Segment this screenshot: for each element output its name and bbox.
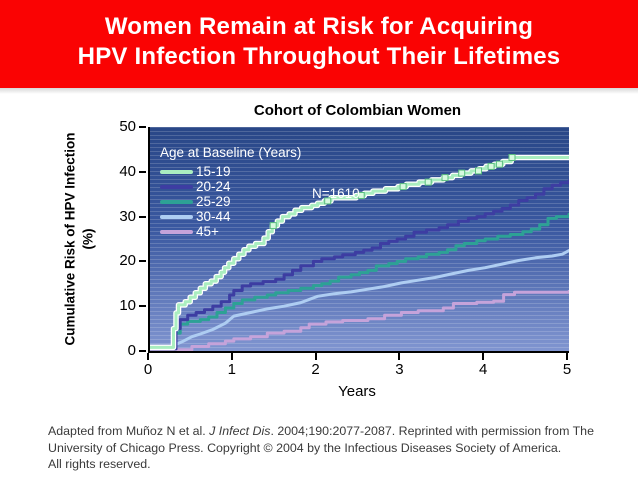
x-tick-mark — [482, 353, 485, 360]
legend-swatch-20-24 — [160, 185, 193, 190]
censor-marker — [475, 167, 482, 175]
citation-line1-post: . 2004;190:2077-2087. Reprinted with per… — [270, 424, 594, 438]
header-shadow-divider — [0, 88, 638, 94]
y-tick-mark — [139, 260, 146, 263]
censor-marker — [441, 174, 449, 182]
citation-line2: University of Chicago Press. Copyright ©… — [48, 440, 562, 455]
censor-marker — [508, 154, 516, 161]
citation-line1: Adapted from Muñoz N et al. J Infect Dis… — [48, 423, 623, 440]
footer-citation: Adapted from Muñoz N et al. J Infect Dis… — [48, 423, 623, 473]
x-tick-mark — [566, 353, 568, 360]
x-tick-mark — [398, 353, 401, 360]
citation-line1-pre: Adapted from Muñoz N et al. — [48, 424, 210, 438]
slide-title-line2: HPV Infection Throughout Their Lifetimes — [77, 43, 561, 70]
legend-label-45plus: 45+ — [196, 224, 219, 239]
series-line-15-19 — [150, 156, 569, 349]
y-tick-label: 30 — [119, 207, 136, 225]
series-line-45plus — [150, 289, 569, 351]
x-tick-label: 5 — [562, 361, 572, 378]
y-axis-label-line2: (%) — [80, 228, 95, 250]
legend: Age at Baseline (Years) 15-19 20-24 25-2… — [160, 145, 360, 239]
censor-marker — [324, 197, 332, 205]
legend-label-30-44: 30-44 — [196, 209, 231, 224]
y-tick-mark — [139, 215, 146, 218]
legend-item-45plus: 45+ — [160, 224, 301, 239]
y-tick-label: 20 — [119, 252, 136, 270]
x-tick-label: 3 — [395, 361, 404, 378]
legend-item-20-24: 20-24 — [160, 179, 301, 194]
censor-marker — [399, 183, 407, 191]
citation-line3: All rights reserved. — [48, 457, 151, 471]
legend-swatch-15-19 — [160, 170, 193, 175]
legend-swatch-45plus — [160, 230, 193, 235]
y-tick-mark — [139, 170, 146, 173]
x-tick-label: 1 — [227, 361, 236, 378]
legend-item-15-19: 15-19 — [160, 164, 301, 179]
x-tick-label: 4 — [479, 361, 488, 378]
legend-swatch-30-44 — [160, 215, 193, 220]
y-tick-label: 50 — [119, 118, 136, 135]
legend-item-30-44: 30-44 — [160, 209, 301, 224]
y-tick-label: 0 — [127, 342, 136, 359]
y-tick-mark — [139, 305, 146, 308]
censor-marker — [357, 192, 365, 199]
censor-marker — [269, 222, 277, 230]
y-tick-label: 10 — [119, 297, 136, 315]
x-tick-mark — [230, 353, 233, 360]
series-line-30-44 — [150, 249, 569, 351]
chart-title: Cohort of Colombian Women — [253, 102, 462, 119]
plot-area: Age at Baseline (Years) 15-19 20-24 25-2… — [148, 127, 569, 353]
y-axis-label-line1: Cumulative Risk of HPV Infection — [62, 132, 78, 346]
series-line-25-29 — [150, 212, 569, 351]
censor-marker — [424, 178, 432, 186]
censor-marker — [487, 162, 495, 170]
x-tick-mark — [147, 353, 149, 360]
series-line-20-24 — [150, 179, 569, 351]
x-axis-label: Years — [338, 383, 376, 400]
legend-swatch-25-29 — [160, 200, 193, 205]
y-tick-label: 40 — [119, 162, 136, 180]
slide-title-line1: Women Remain at Risk for Acquiring — [104, 13, 534, 40]
legend-label-20-24: 20-24 — [196, 179, 231, 194]
y-axis-label: Cumulative Risk of HPV Infection (%) — [61, 132, 96, 345]
legend-label-15-19: 15-19 — [196, 164, 231, 179]
survival-curves-svg — [150, 154, 569, 351]
cohort-size-annotation: N=1610 — [312, 186, 360, 201]
y-tick-mark — [139, 350, 146, 352]
legend-label-25-29: 25-29 — [196, 194, 231, 209]
x-tick-mark — [314, 353, 317, 360]
y-tick-mark — [139, 126, 146, 128]
censor-marker — [458, 169, 466, 177]
legend-title: Age at Baseline (Years) — [160, 145, 302, 160]
legend-item-25-29: 25-29 — [160, 194, 301, 209]
censor-marker — [495, 160, 503, 168]
x-tick-label: 2 — [311, 361, 320, 378]
x-tick-label: 0 — [143, 361, 153, 378]
slide-header: Women Remain at Risk for Acquiring HPV I… — [0, 0, 638, 88]
citation-journal-name: J Infect Dis — [209, 424, 271, 438]
